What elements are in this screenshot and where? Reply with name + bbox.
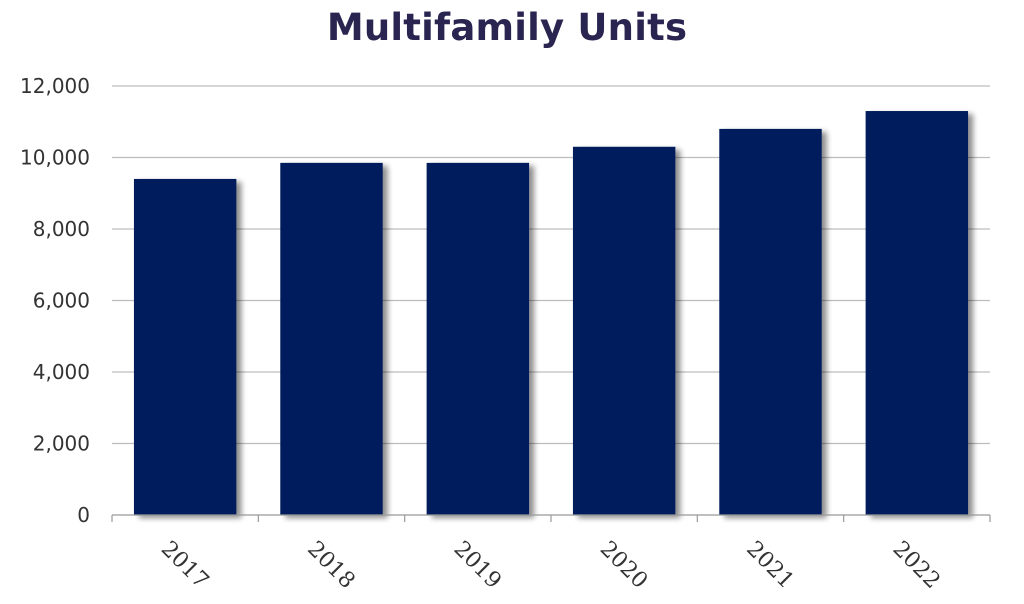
y-tick-label: 6,000 bbox=[33, 289, 90, 313]
x-category-label: 2017 bbox=[156, 537, 213, 594]
x-category-label: 2020 bbox=[595, 537, 652, 594]
x-category-label: 2022 bbox=[888, 537, 945, 594]
x-category-label: 2019 bbox=[449, 537, 506, 594]
bar-2018 bbox=[280, 162, 383, 516]
gridlines bbox=[112, 85, 990, 445]
y-tick-label: 10,000 bbox=[20, 146, 90, 170]
x-category-label: 2018 bbox=[302, 537, 359, 594]
bar-2020 bbox=[572, 146, 676, 515]
bar-2021 bbox=[719, 128, 822, 515]
y-axis-tick-labels: 0 2,000 4,000 6,000 8,000 10,000 12,000 bbox=[20, 74, 90, 527]
bar-2019 bbox=[426, 162, 530, 516]
y-tick-label: 8,000 bbox=[33, 217, 90, 241]
y-tick-label: 4,000 bbox=[33, 360, 90, 384]
x-axis-category-labels: 2017 2018 2019 2020 2021 2022 bbox=[156, 537, 945, 594]
y-tick-label: 2,000 bbox=[33, 432, 90, 456]
y-tick-label: 12,000 bbox=[20, 74, 90, 98]
x-axis bbox=[111, 514, 991, 522]
bar-2022 bbox=[865, 111, 969, 516]
y-tick-label: 0 bbox=[77, 503, 90, 527]
bars bbox=[133, 111, 969, 516]
chart-title: Multifamily Units bbox=[326, 6, 688, 49]
x-category-label: 2021 bbox=[741, 537, 798, 594]
bar-2017 bbox=[133, 178, 237, 515]
